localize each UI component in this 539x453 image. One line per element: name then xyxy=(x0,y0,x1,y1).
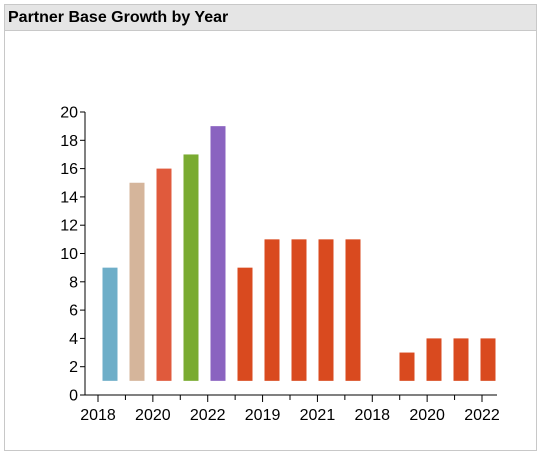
bars xyxy=(102,126,496,381)
bar xyxy=(264,239,280,381)
panel-title: Partner Base Growth by Year xyxy=(5,5,536,31)
y-tick-label: 4 xyxy=(69,331,78,348)
x-tick-label: 2018 xyxy=(80,407,116,424)
y-tick-label: 14 xyxy=(60,189,78,206)
x-tick-label: 2020 xyxy=(409,407,445,424)
x-tick-label: 2018 xyxy=(354,407,390,424)
bar xyxy=(156,168,172,381)
x-tick-label: 2020 xyxy=(135,407,171,424)
bar xyxy=(129,182,145,381)
y-tick-label: 2 xyxy=(69,359,78,376)
x-tick-label: 2019 xyxy=(245,407,281,424)
bar xyxy=(426,338,442,381)
y-tick-label: 20 xyxy=(60,105,78,122)
x-tick-label: 2022 xyxy=(464,407,500,424)
x-tick-label: 2021 xyxy=(300,407,336,424)
y-tick-label: 16 xyxy=(60,161,78,178)
bar xyxy=(183,154,199,381)
bar xyxy=(453,338,469,381)
y-tick-label: 12 xyxy=(60,218,78,235)
bar xyxy=(480,338,496,381)
y-tick-label: 6 xyxy=(69,303,78,320)
bar xyxy=(318,239,334,381)
bar xyxy=(102,267,118,381)
x-tick-label: 2022 xyxy=(190,407,226,424)
bar xyxy=(345,239,361,381)
y-tick-label: 18 xyxy=(60,133,78,150)
y-tick-label: 10 xyxy=(60,246,78,263)
y-axis: 0 2 4 6 8 10 12 14 16 18 20 xyxy=(60,105,86,405)
bar xyxy=(291,239,307,381)
bar xyxy=(399,352,415,381)
bar xyxy=(237,267,253,381)
y-tick-label: 8 xyxy=(69,274,78,291)
x-axis: 2018 2020 2022 2019 2021 2018 2020 2022 xyxy=(80,394,500,424)
y-tick-label: 0 xyxy=(69,388,78,405)
bar xyxy=(210,126,226,381)
